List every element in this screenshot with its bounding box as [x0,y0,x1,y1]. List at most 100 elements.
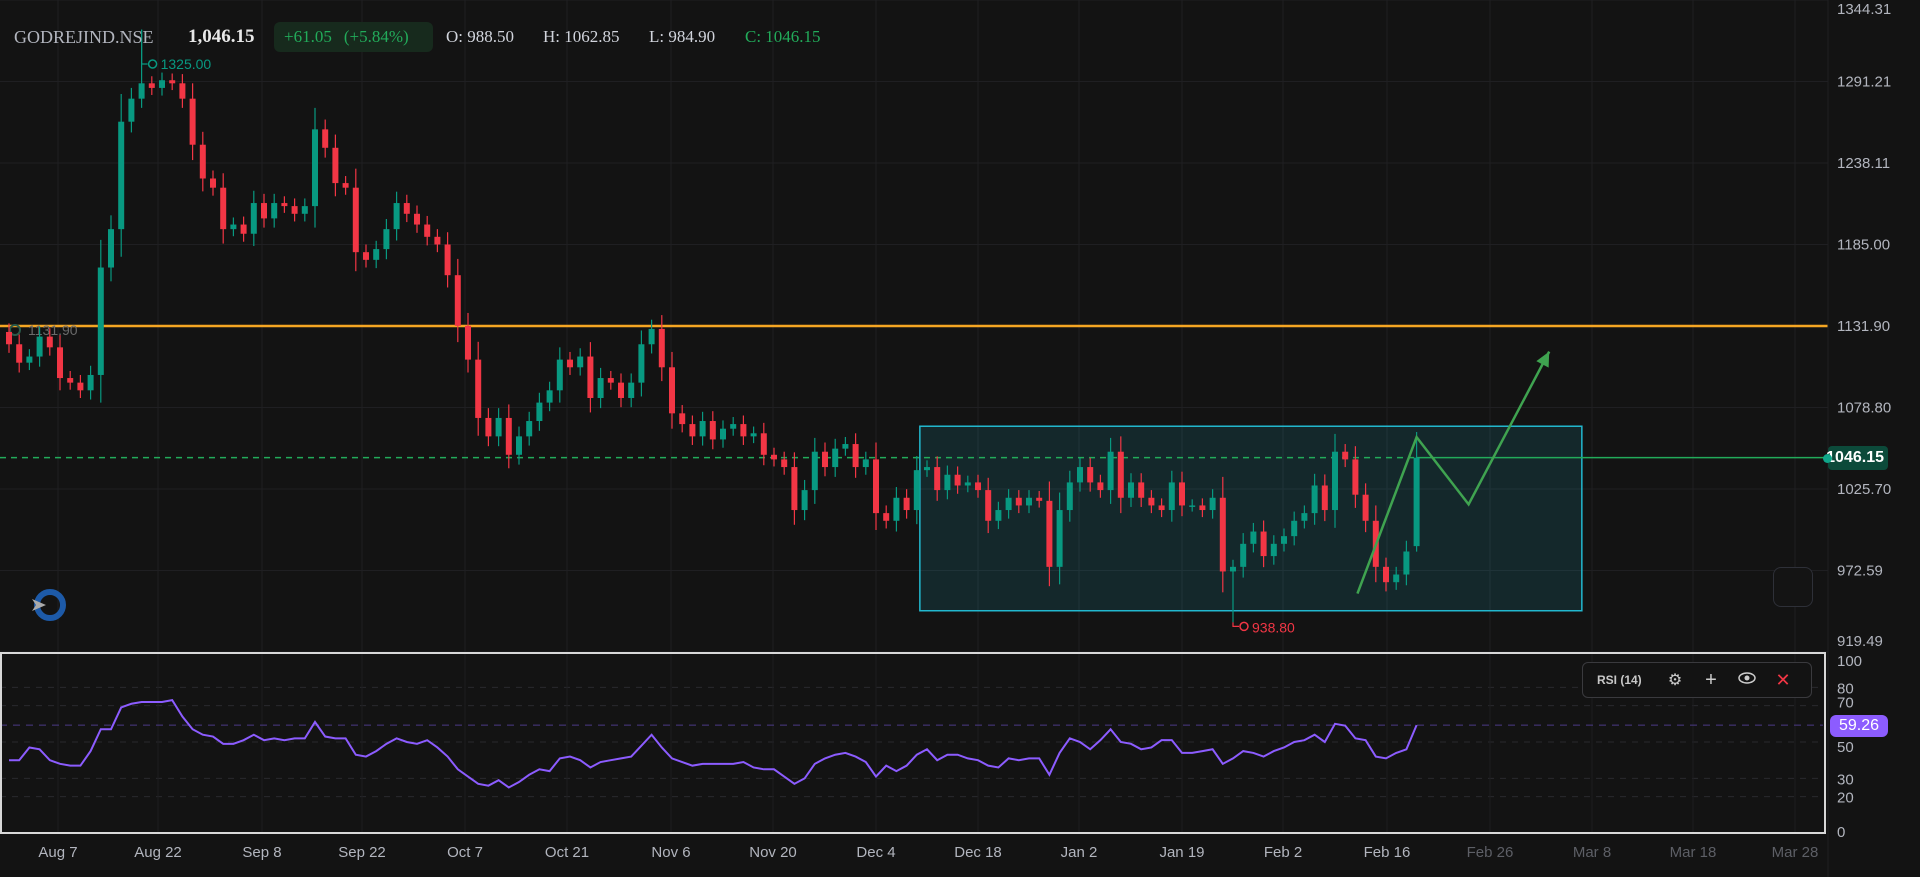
candle-body [250,203,257,234]
candle-body [1281,536,1287,544]
plus-icon[interactable]: + [1705,668,1717,691]
candle-body [883,513,890,521]
range-box [919,425,1583,612]
rsi-pane-border[interactable] [0,652,1826,834]
candle-body [760,433,767,455]
candle-body [332,147,339,184]
line-anchor-icon [9,324,21,336]
price-axis-label: 919.49 [1837,633,1883,650]
arrow-head-icon [1536,351,1550,368]
low-marker-connector [1232,622,1239,628]
candle-body [67,378,74,383]
candle-body [791,467,798,511]
candle-body [16,344,23,363]
symbol-name[interactable]: GODREJIND.NSE [14,26,154,47]
price-axis-label: 1185.00 [1837,236,1890,253]
candle-body [1199,505,1206,511]
candle-body [403,203,410,214]
rsi-axis-label: 50 [1837,739,1854,756]
candle-body [934,467,941,491]
candle-body [587,356,594,398]
rsi-legend: RSI (14) ⚙ + ✕ [1582,662,1812,698]
close-value: C: 1046.15 [745,27,821,46]
candle-body [689,424,696,437]
candle-body [1066,482,1073,511]
candle-body [230,224,237,230]
candle-body [1026,497,1032,506]
candle-body [199,144,206,179]
high-marker-icon [147,59,158,69]
candle-body [1403,551,1410,575]
logo-icon [32,589,66,621]
high-marker-label: 1325.00 [161,56,212,72]
candle-body [261,203,267,219]
candle-body [1230,566,1236,572]
candle-body [709,421,716,440]
candle-body [485,417,492,437]
candle-body [720,428,726,440]
date-axis [0,835,1828,875]
candle-body [1046,500,1053,567]
resistance-line-label: 1131.90 [28,322,78,338]
candle-body [87,374,94,391]
candle-body [516,436,522,455]
candle-body [138,83,145,99]
date-axis-label: Aug 7 [38,844,77,861]
candle-body [944,474,951,491]
chart-action-button[interactable] [1773,567,1813,607]
candle-body [1393,574,1400,583]
open-value: O: 988.50 [446,27,514,46]
gear-icon[interactable]: ⚙ [1667,672,1683,689]
candle-body [301,206,308,214]
date-axis-label: Sep 22 [338,844,386,861]
candle-body [189,98,196,145]
candle-body [1321,485,1328,511]
date-axis-label: Jan 2 [1061,844,1098,861]
candle-body [322,129,329,148]
change-value: +61.05 [284,27,332,46]
candle-body [6,331,12,345]
rsi-axis-label: 70 [1837,695,1854,712]
candle-body [618,382,624,398]
rsi-legend-label[interactable]: RSI (14) [1597,673,1642,687]
candle-body [505,417,512,455]
candle-body [1362,494,1369,521]
price-dot-icon [1823,454,1832,463]
candle-body [750,433,757,437]
candle-body [1219,497,1226,572]
candle-body [393,203,400,230]
close-icon[interactable]: ✕ [1775,669,1791,690]
candle-body [771,454,777,460]
last-price-tag-label: 1046.15 [1826,449,1884,466]
candle-body [638,344,645,383]
candle-body [148,83,155,88]
candle-body [801,490,808,511]
date-axis-label: Oct 7 [447,844,483,861]
rsi-line [9,699,1418,789]
date-axis-label: Nov 6 [651,844,690,861]
date-axis-label: Dec 18 [954,844,1002,861]
candle-body [128,98,135,122]
candle-body [679,413,686,425]
candle-body [1087,467,1094,483]
candle-body [1332,451,1338,511]
date-axis-label: Feb 2 [1264,844,1302,861]
candle-body [567,359,573,368]
candle-body [730,424,737,429]
date-axis-label: Feb 16 [1364,844,1411,861]
candle-body [454,275,461,326]
candle-body [577,356,584,368]
candle-body [873,459,879,514]
candle-body [1117,451,1124,498]
candle-body [281,203,288,207]
candle-body [913,470,920,511]
candle-body [1056,510,1063,567]
high-value: H: 1062.85 [543,27,620,46]
candle-body [1168,482,1175,511]
candle-body [1383,566,1389,583]
price-axis-label: 1238.11 [1837,155,1890,172]
candle-body [862,459,869,468]
candle-body [628,382,635,398]
eye-icon[interactable] [1729,671,1765,689]
